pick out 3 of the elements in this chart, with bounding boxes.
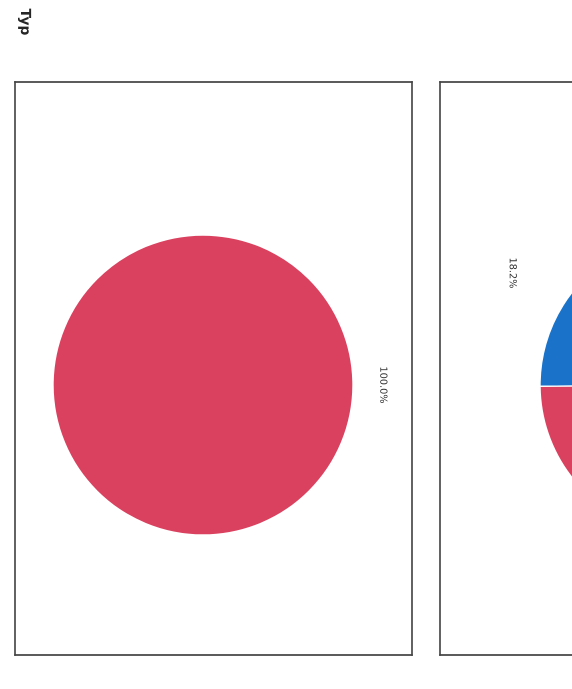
- data-label: 100.0%: [380, 368, 388, 403]
- chart-title: Typ: [18, 8, 32, 35]
- data-label: 18.2%: [510, 258, 517, 288]
